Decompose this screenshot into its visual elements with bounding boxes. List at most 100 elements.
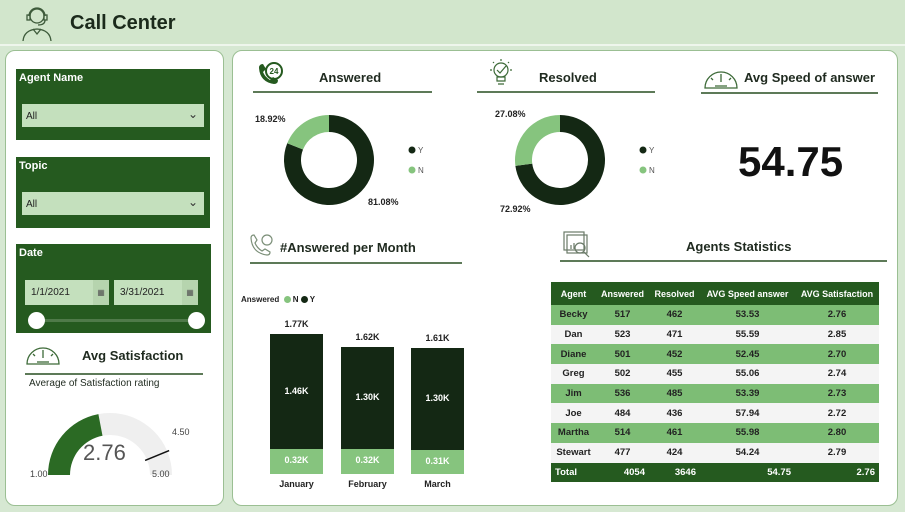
date-range-end-handle[interactable] (188, 312, 205, 329)
divider (560, 260, 887, 262)
table-cell: 536 (596, 383, 649, 404)
table-cell: 455 (649, 364, 700, 384)
table-cell: Diane (551, 344, 596, 365)
divider (477, 91, 655, 93)
table-row[interactable]: Dan 523 471 55.59 2.85 (551, 324, 879, 345)
legend-y-label: Y (309, 295, 316, 304)
legend-title: Answered (241, 295, 280, 304)
donut-slice-y[interactable] (284, 115, 374, 205)
agents-table-wrap: Agent Answered Resolved AVG Speed answer AVG… (551, 282, 879, 482)
donut-slice-n[interactable] (515, 115, 560, 166)
table-cell: Joe (551, 403, 596, 424)
table-cell: 461 (649, 423, 700, 443)
table-cell: 485 (649, 383, 700, 404)
avg-speed-title: Avg Speed of answer (744, 70, 875, 85)
topic-slicer: Topic All ⌄ (16, 157, 210, 228)
column-header[interactable]: Answered (596, 282, 649, 305)
bar-y-february[interactable] (341, 346, 394, 449)
agent-name-label: Agent Name (19, 72, 84, 84)
table-row[interactable]: Stewart 477 424 54.24 2.79 (551, 442, 879, 463)
table-cell: 2.70 (795, 344, 879, 365)
start-date-input[interactable]: 1/1/2021 ▦ (25, 280, 109, 305)
date-range-start-handle[interactable] (28, 312, 45, 329)
phone-24-icon: 24 (259, 62, 283, 84)
table-cell: Becky (551, 305, 596, 325)
table-cell: 477 (596, 442, 649, 463)
legend-y-dot (300, 296, 308, 304)
total-cell: 54.75 (700, 462, 795, 482)
agents-table: Agent Answered Resolved AVG Speed answer AVG… (551, 282, 879, 482)
table-cell: 2.72 (795, 403, 879, 424)
table-cell: 53.53 (700, 305, 795, 325)
total-cell: 4054 (596, 462, 649, 482)
legend-dot-n (408, 166, 416, 174)
column-header[interactable]: AVG Satisfaction (795, 282, 879, 305)
table-row[interactable]: Martha 514 461 55.98 2.80 (551, 423, 879, 443)
dashboard-title: Call Center (70, 12, 176, 34)
resolved-title: Resolved (539, 70, 597, 85)
table-cell: 424 (649, 442, 700, 463)
table-cell: 523 (596, 324, 649, 345)
end-date-input[interactable]: 3/31/2021 ▦ (114, 280, 198, 305)
table-cell: Stewart (551, 442, 596, 463)
table-row[interactable]: Greg 502 455 55.06 2.74 (551, 364, 879, 384)
table-cell: 452 (649, 344, 700, 365)
table-row[interactable]: Diane 501 452 52.45 2.70 (551, 344, 879, 365)
calendar-icon[interactable]: ▦ (93, 280, 109, 305)
avg-satisfaction-title: Avg Satisfaction (82, 348, 184, 363)
table-cell: 502 (596, 364, 649, 384)
donut-label-y: 81.08% (368, 197, 399, 207)
total-cell: Total (551, 462, 596, 482)
table-row[interactable]: Joe 484 436 57.94 2.72 (551, 403, 879, 424)
bar-n-january[interactable] (270, 448, 323, 474)
table-cell: 484 (596, 403, 649, 424)
table-cell: 2.79 (795, 442, 879, 463)
agent-name-slicer: Agent Name All ⌄ (16, 69, 210, 140)
chevron-down-icon: ⌄ (187, 195, 198, 209)
bar-n-march[interactable] (411, 449, 464, 474)
lightbulb-check-icon (490, 59, 512, 85)
legend-n-label: N (292, 295, 299, 304)
legend-label-n: N (418, 166, 424, 175)
table-cell: Martha (551, 423, 596, 443)
column-header[interactable]: AVG Speed answer (700, 282, 795, 305)
date-label: Date (19, 247, 43, 259)
table-cell: 2.73 (795, 383, 879, 404)
calendar-icon[interactable]: ▦ (182, 280, 198, 305)
donut-slice-n[interactable] (287, 115, 329, 150)
column-header[interactable]: Resolved (649, 282, 700, 305)
agent-name-value: All (26, 111, 38, 122)
column-header[interactable]: Agent (551, 282, 596, 305)
answered-per-month-title: #Answered per Month (280, 240, 416, 255)
table-cell: 514 (596, 423, 649, 443)
avg-speed-value: 54.75 (738, 138, 844, 185)
analytics-magnifier-icon (563, 231, 590, 258)
table-cell: 55.98 (700, 423, 795, 443)
bar-y-march[interactable] (411, 347, 464, 450)
divider (701, 92, 878, 94)
donut-slice-y[interactable] (515, 115, 605, 205)
gauge-icon (26, 347, 60, 365)
table-cell: 55.06 (700, 364, 795, 384)
table-row[interactable]: Becky 517 462 53.53 2.76 (551, 305, 879, 325)
topic-dropdown[interactable]: All ⌄ (22, 192, 204, 215)
table-row[interactable]: Jim 536 485 53.39 2.73 (551, 383, 879, 404)
table-cell: 55.59 (700, 324, 795, 345)
gauge-target: 4.50 (172, 427, 190, 437)
table-cell: 2.80 (795, 423, 879, 443)
speedometer-icon (704, 71, 738, 89)
bar-y-january[interactable] (270, 334, 323, 449)
agent-name-dropdown[interactable]: All ⌄ (22, 104, 204, 127)
table-cell: 517 (596, 305, 649, 325)
table-total-row: Total 4054 3646 54.75 2.76 (551, 462, 879, 482)
donut-label-n: 18.92% (255, 114, 286, 124)
topic-label: Topic (19, 160, 48, 172)
legend-label-y: Y (418, 146, 424, 155)
table-cell: 2.74 (795, 364, 879, 384)
table-cell: 471 (649, 324, 700, 345)
date-range-track[interactable] (36, 319, 196, 322)
bar-n-february[interactable] (341, 448, 394, 474)
divider (250, 262, 462, 264)
legend-n-dot (283, 296, 291, 304)
table-cell: 2.85 (795, 324, 879, 345)
